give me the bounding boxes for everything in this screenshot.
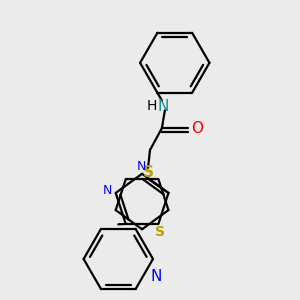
Text: S: S — [155, 225, 165, 239]
Text: H: H — [147, 99, 157, 113]
Text: N: N — [157, 99, 169, 114]
Text: O: O — [192, 121, 204, 136]
Text: S: S — [142, 165, 154, 180]
Text: N: N — [103, 184, 112, 197]
Text: N: N — [151, 269, 162, 284]
Text: N: N — [136, 160, 146, 173]
